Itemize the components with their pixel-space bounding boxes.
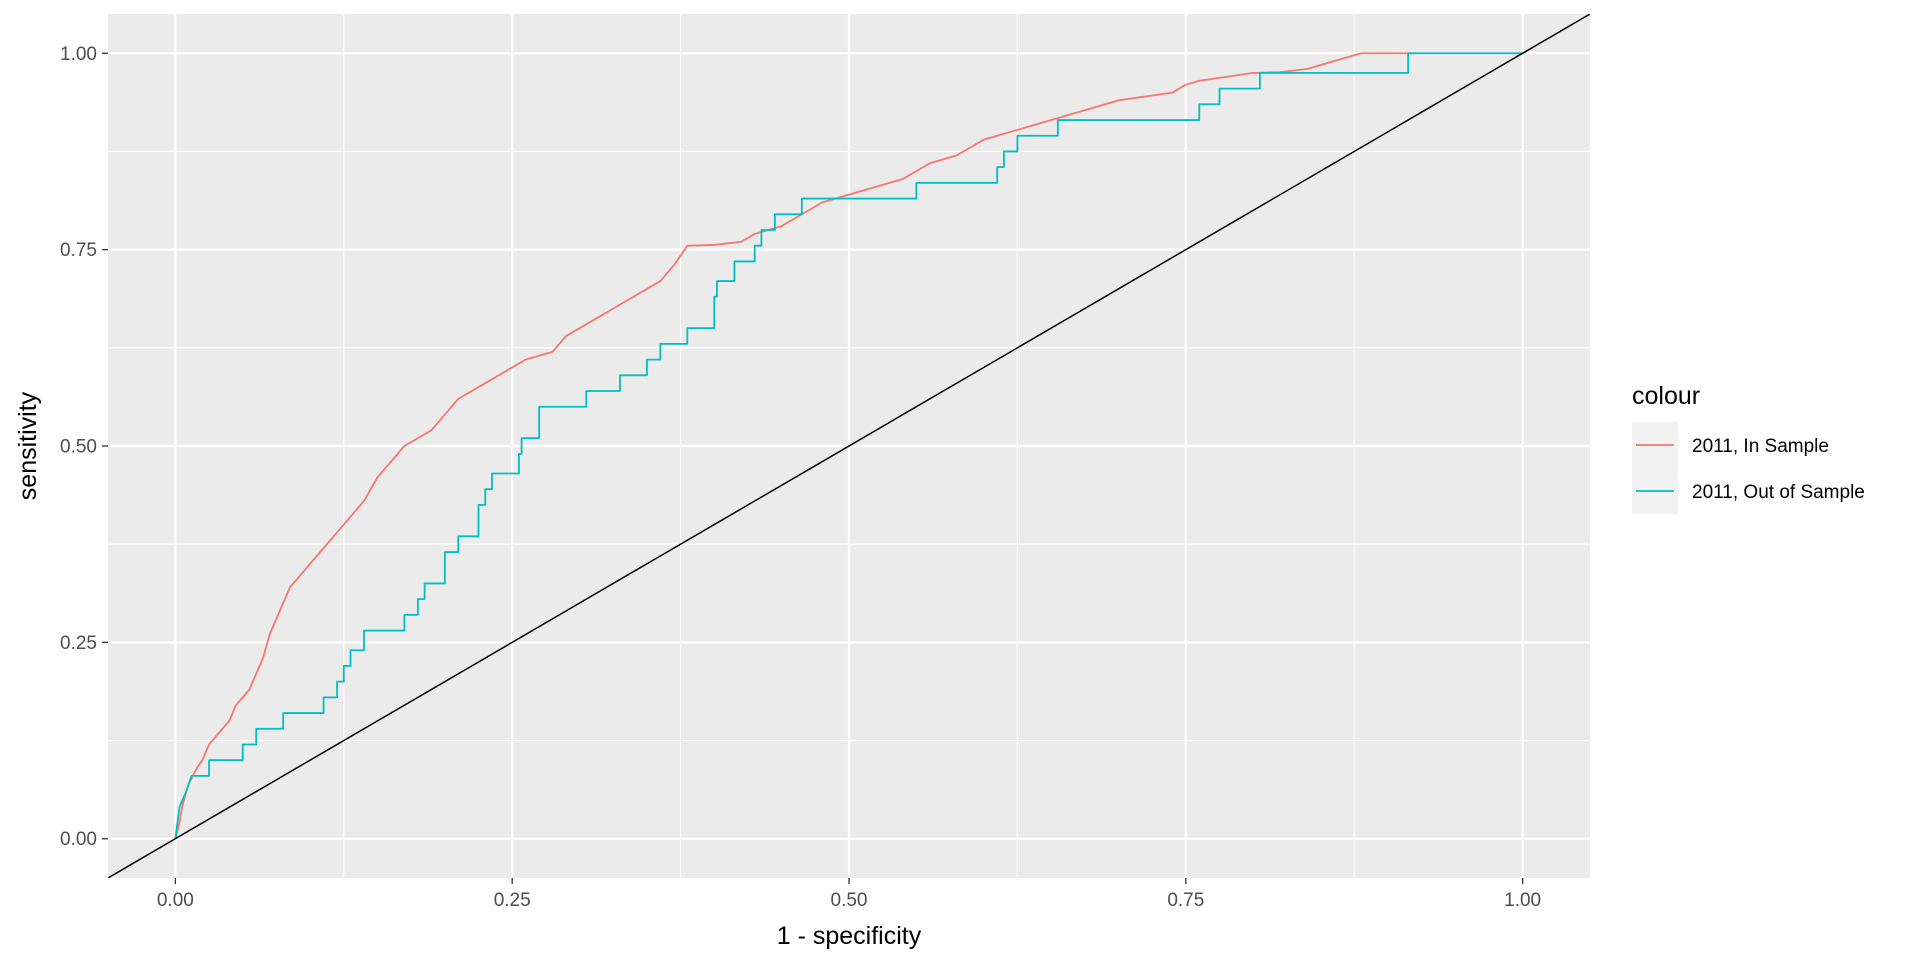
x-tick-label: 0.50 — [831, 890, 868, 911]
diagonal-reference-line — [108, 14, 1590, 878]
series-line-2011-in-sample — [174, 52, 1415, 839]
y-tick-label: 1.00 — [60, 44, 97, 65]
plot-series — [108, 14, 1590, 878]
x-tick-label: 0.25 — [494, 890, 531, 911]
x-tick-label: 0.00 — [157, 890, 194, 911]
axes: 0.00 0.25 0.50 0.75 1.00 0.00 0.25 0.50 0.75 1.00 — [60, 44, 1541, 911]
x-tick-label: 1.00 — [1504, 890, 1541, 911]
y-tick-label: 0.00 — [60, 829, 97, 850]
y-axis-title: sensitivity — [14, 391, 42, 500]
y-tick-label: 0.50 — [60, 437, 97, 458]
legend-title: colour — [1632, 382, 1700, 410]
y-tick-label: 0.75 — [60, 240, 97, 261]
legend: colour 2011, In Sample 2011, Out of Sampl… — [1632, 382, 1865, 514]
legend-label: 2011, Out of Sample — [1692, 482, 1865, 503]
series-line-2011-out-of-sample — [174, 52, 1523, 839]
y-tick-label: 0.25 — [60, 633, 97, 654]
x-tick-label: 0.75 — [1167, 890, 1204, 911]
x-axis-title: 1 - specificity — [777, 922, 922, 950]
legend-label: 2011, In Sample — [1692, 436, 1829, 457]
